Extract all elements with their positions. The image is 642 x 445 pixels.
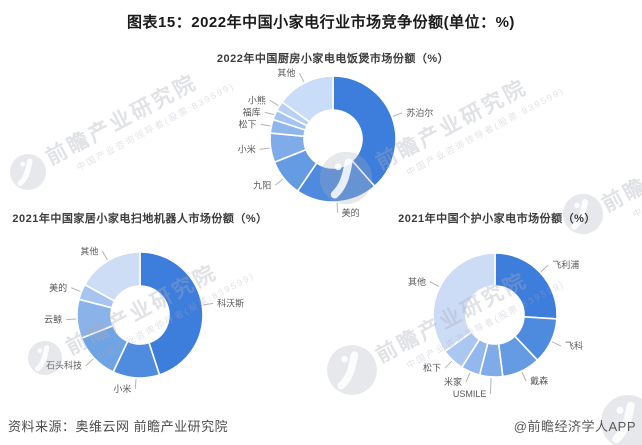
label-leader-line bbox=[540, 264, 549, 273]
donut-segment bbox=[139, 251, 204, 376]
segment-label: 九阳 bbox=[253, 180, 271, 190]
segment-label: 松下 bbox=[239, 118, 257, 129]
label-leader-line bbox=[264, 111, 274, 115]
donut-segment bbox=[280, 75, 334, 124]
donut-segment bbox=[494, 252, 558, 320]
donut-segment bbox=[83, 251, 141, 303]
donut-segment bbox=[432, 252, 496, 353]
segment-label: 飞利浦 bbox=[552, 259, 579, 270]
segment-label: 福库 bbox=[243, 106, 261, 117]
chart-title-personal-care: 2021年中国个护小家电市场份额（%） bbox=[398, 213, 596, 225]
label-leader-line bbox=[336, 202, 339, 213]
segment-label: 美的 bbox=[49, 282, 67, 293]
segment-label: 小熊 bbox=[248, 94, 266, 105]
chart-title-robot-vacuum: 2021年中国家居小家电扫地机器人市场份额（%） bbox=[12, 213, 268, 225]
app-credit: @前瞻经济学人APP bbox=[513, 419, 636, 434]
segment-label: 石头科技 bbox=[46, 360, 82, 371]
label-leader-line bbox=[101, 251, 108, 261]
segment-label: 其他 bbox=[277, 67, 295, 78]
segment-label: 云鲸 bbox=[44, 314, 62, 325]
segment-label: 美的 bbox=[342, 207, 360, 218]
label-leader-line bbox=[444, 360, 453, 369]
segment-label: 小米 bbox=[238, 143, 256, 154]
segment-label: USMILE bbox=[453, 389, 487, 399]
label-leader-line bbox=[66, 318, 77, 321]
segment-label: 其他 bbox=[408, 276, 426, 287]
segment-label: 小米 bbox=[113, 383, 131, 394]
segment-label: 松下 bbox=[423, 362, 441, 373]
label-leader-line bbox=[551, 341, 562, 347]
segment-label: 米家 bbox=[444, 376, 462, 387]
segment-label: 戴森 bbox=[530, 375, 548, 386]
label-leader-line bbox=[85, 358, 94, 367]
label-leader-line bbox=[489, 377, 492, 395]
chart-title-rice-cooker: 2022年中国厨房小家电电饭煲市场份额（%） bbox=[216, 53, 450, 65]
label-leader-line bbox=[465, 372, 471, 383]
source-note: 资料来源：奥维云网 前瞻产业研究院 bbox=[8, 419, 229, 434]
label-leader-line bbox=[259, 147, 270, 150]
label-leader-line bbox=[392, 112, 403, 117]
label-leader-line bbox=[71, 287, 81, 292]
segment-label: 科沃斯 bbox=[217, 297, 244, 308]
label-leader-line bbox=[260, 123, 271, 127]
segment-label: 其他 bbox=[80, 245, 98, 256]
label-leader-line bbox=[298, 72, 305, 83]
segment-label: 苏泊尔 bbox=[406, 107, 433, 118]
segment-label: 飞科 bbox=[565, 340, 583, 351]
label-leader-line bbox=[274, 178, 284, 186]
label-leader-line bbox=[134, 378, 137, 389]
donut-segment bbox=[332, 75, 397, 188]
label-leader-line bbox=[429, 281, 440, 287]
label-leader-line bbox=[203, 302, 214, 306]
page-title: 图表15：2022年中国小家电行业市场竞争份额(单位：%) bbox=[127, 14, 515, 31]
label-leader-line bbox=[269, 99, 279, 106]
label-leader-line bbox=[521, 371, 527, 382]
